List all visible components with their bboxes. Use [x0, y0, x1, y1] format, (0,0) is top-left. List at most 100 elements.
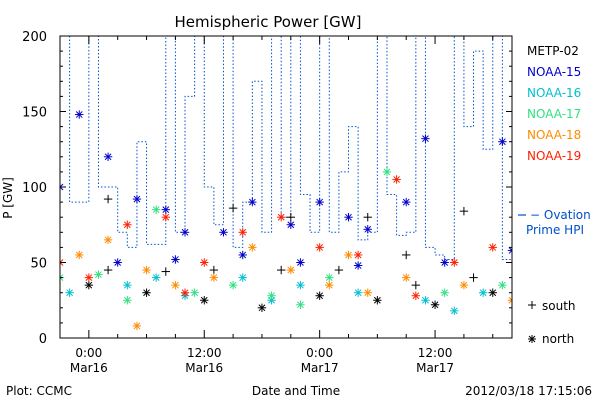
- point-noaa-15-10: [219, 228, 228, 237]
- point-noaa-15-29: [566, 261, 574, 269]
- point-noaa-15-25: [296, 258, 305, 267]
- axes: 0501001502000:00Mar1612:00Mar160:00Mar17…: [22, 30, 513, 375]
- point-noaa-17-5: [151, 205, 161, 214]
- ovation-series-line: [60, 36, 512, 260]
- x-axis-label: Date and Time: [252, 384, 340, 398]
- point-noaa-17-18: [123, 296, 132, 305]
- point-metp-02-11: [161, 267, 170, 276]
- point-noaa-15-2: [27, 171, 35, 179]
- point-noaa-17-1: [17, 216, 25, 224]
- point-noaa-19-4: [123, 220, 132, 229]
- footer-timestamp: 2012/03/18 17:15:06: [465, 384, 592, 398]
- x-tick-label-time: 0:00: [75, 346, 102, 360]
- point-noaa-16-5: [296, 280, 305, 290]
- point-noaa-19-5: [161, 213, 170, 222]
- point-noaa-18-3: [103, 235, 113, 245]
- point-metp-02-24: [257, 303, 267, 312]
- legend-entry-noaa-17: NOAA-17: [527, 107, 581, 121]
- chart-title: Hemispheric Power [GW]: [175, 13, 362, 31]
- y-tick-label: 0: [39, 332, 47, 347]
- point-metp-02-21: [84, 280, 94, 290]
- point-noaa-15-6: [103, 152, 113, 161]
- point-noaa-19-6: [200, 258, 209, 267]
- point-noaa-18-7: [248, 243, 257, 252]
- point-noaa-15-26: [353, 261, 363, 270]
- point-noaa-18-8: [286, 265, 296, 275]
- point-noaa-17-11: [440, 288, 449, 297]
- point-metp-02-4: [286, 213, 296, 222]
- legend-entry-noaa-15: NOAA-15: [527, 65, 581, 79]
- point-noaa-15-11: [248, 197, 257, 207]
- point-metp-02-25: [315, 291, 324, 300]
- point-metp-02-7: [402, 250, 411, 260]
- point-noaa-18-11: [402, 273, 411, 282]
- point-metp-02-14: [334, 265, 344, 275]
- point-noaa-15-0: [8, 89, 16, 97]
- point-noaa-18-4: [142, 265, 151, 275]
- legend-south-marker: [528, 301, 536, 309]
- point-noaa-16-0: [27, 281, 35, 289]
- point-noaa-15-7: [132, 194, 142, 204]
- point-noaa-19-20: [411, 291, 421, 300]
- point-metp-02-26: [373, 296, 382, 305]
- point-noaa-15-8: [161, 205, 170, 214]
- plot-clip-group: [8, 36, 600, 331]
- x-tick-label-date: Mar17: [301, 361, 339, 375]
- point-noaa-16-10: [594, 243, 600, 251]
- point-noaa-18-2: [75, 250, 84, 260]
- legend-north-marker: [528, 335, 536, 343]
- footer-plot-source: Plot: CCMC: [6, 384, 72, 398]
- point-noaa-16-6: [353, 288, 363, 297]
- point-noaa-16-17: [450, 306, 459, 316]
- point-noaa-18-5: [171, 280, 180, 290]
- point-metp-02-20: [27, 292, 35, 300]
- point-noaa-17-12: [498, 280, 507, 290]
- point-noaa-17-4: [94, 270, 103, 279]
- point-noaa-15-28: [507, 246, 512, 255]
- x-tick-label-date: Mar17: [416, 361, 454, 375]
- point-noaa-16-1: [65, 288, 74, 297]
- legend: METP-02 NOAA-15 NOAA-16 NOAA-17 NOAA-18 NOAA-…: [518, 44, 591, 346]
- point-noaa-18-20: [344, 250, 353, 260]
- point-noaa-18-10: [363, 288, 372, 297]
- point-noaa-18-19: [132, 321, 142, 331]
- point-metp-02-10: [103, 265, 113, 275]
- point-noaa-19-7: [238, 228, 247, 237]
- point-noaa-15-9: [180, 228, 190, 237]
- point-noaa-15-22: [113, 258, 122, 267]
- point-metp-02-22: [142, 288, 151, 297]
- legend-entry-noaa-19: NOAA-19: [527, 149, 581, 163]
- point-metp-02-6: [459, 206, 469, 216]
- point-metp-02-5: [363, 213, 372, 222]
- point-noaa-18-12: [459, 280, 469, 290]
- point-noaa-19-14: [546, 251, 554, 259]
- legend-entry-noaa-16: NOAA-16: [527, 86, 581, 100]
- point-metp-02-27: [430, 300, 440, 309]
- point-metp-02-17: [556, 270, 564, 278]
- point-noaa-19-11: [392, 175, 401, 184]
- point-noaa-16-15: [151, 273, 161, 282]
- point-noaa-19-3: [84, 273, 94, 282]
- plot-area: [8, 36, 600, 331]
- point-noaa-15-20: [585, 168, 593, 176]
- legend-ovation-label: − Ovation: [530, 208, 591, 222]
- point-metp-02-0: [17, 198, 25, 206]
- y-tick-label: 200: [22, 30, 47, 45]
- point-noaa-18-9: [325, 280, 334, 290]
- point-noaa-17-0: [8, 57, 16, 65]
- point-metp-02-2: [103, 194, 113, 204]
- point-metp-02-8: [517, 251, 525, 259]
- x-tick-label-time: 12:00: [418, 346, 453, 360]
- point-noaa-15-14: [344, 213, 353, 222]
- x-tick-label-date: Mar16: [70, 361, 108, 375]
- point-noaa-18-1: [46, 246, 54, 254]
- x-tick-label-time: 12:00: [187, 346, 222, 360]
- point-metp-02-12: [209, 265, 219, 275]
- y-tick-label: 50: [30, 257, 47, 272]
- point-noaa-15-12: [286, 220, 296, 229]
- point-noaa-17-9: [325, 273, 334, 282]
- point-noaa-15-18: [498, 137, 507, 146]
- point-noaa-15-21: [46, 251, 54, 259]
- point-noaa-19-12: [450, 258, 459, 267]
